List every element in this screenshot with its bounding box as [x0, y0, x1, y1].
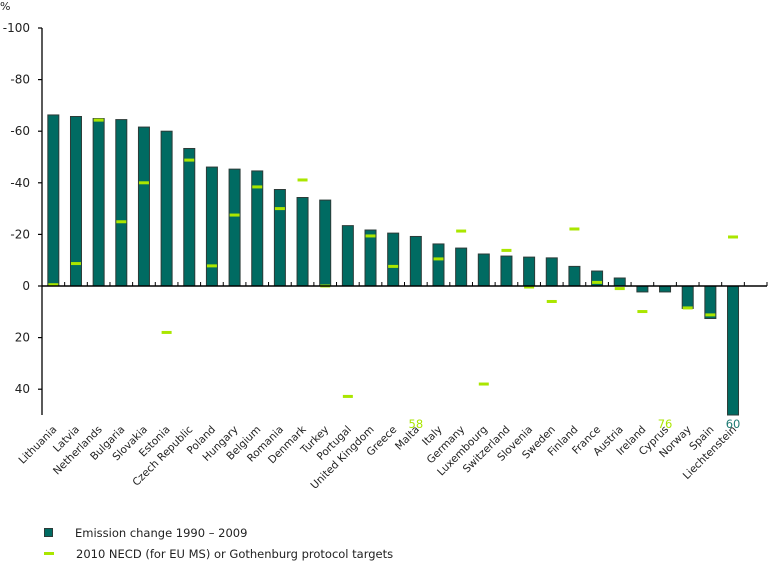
bar: [69, 115, 82, 287]
bar: [636, 285, 649, 293]
bar: [545, 257, 558, 287]
legend-label: 2010 NECD (for EU MS) or Gothenburg prot…: [76, 546, 394, 561]
offscale-value-label: 58: [409, 417, 424, 431]
target-marker: [478, 382, 489, 386]
bar: [432, 243, 445, 287]
bar: [115, 119, 128, 287]
bar: [659, 285, 672, 293]
target-marker: [569, 227, 580, 231]
target-marker: [682, 306, 693, 310]
bar: [477, 253, 490, 287]
bar: [568, 265, 581, 287]
bar: [523, 256, 536, 287]
target-marker: [48, 283, 59, 287]
y-tick-label: 40: [15, 382, 30, 396]
legend-label: Emission change 1990 – 2009: [75, 525, 248, 540]
legend-item-targets: 2010 NECD (for EU MS) or Gothenburg prot…: [44, 543, 393, 564]
bar: [228, 168, 241, 287]
bar: [455, 247, 468, 287]
target-marker: [705, 313, 716, 317]
target-marker: [456, 229, 467, 233]
legend-bar-swatch-icon: [44, 528, 53, 537]
bar: [341, 225, 354, 287]
target-marker: [637, 310, 648, 314]
offscale-annotations: 58 76 60: [409, 417, 741, 431]
target-marker: [546, 299, 557, 303]
bar: [409, 235, 422, 287]
target-marker: [592, 280, 603, 284]
target-marker: [433, 257, 444, 261]
y-tick-label: -60: [10, 124, 30, 138]
target-marker: [161, 330, 172, 334]
target-marker: [342, 394, 353, 398]
bar: [137, 126, 150, 287]
bar: [205, 166, 218, 287]
target-marker: [274, 207, 285, 211]
y-axis-unit-label: %: [0, 0, 10, 13]
target-marker: [728, 235, 739, 239]
category-labels: LithuaniaLatviaNetherlandsBulgariaSlovak…: [17, 423, 740, 492]
bar: [500, 255, 513, 287]
target-marker: [501, 248, 512, 252]
bar: [92, 118, 105, 287]
target-marker: [93, 118, 104, 122]
y-tick-label: 20: [15, 331, 30, 345]
bar: [387, 232, 400, 287]
target-marker: [70, 262, 81, 266]
offscale-value-label: 76: [658, 417, 673, 431]
bar: [681, 285, 694, 309]
y-tick-label: -20: [10, 227, 30, 241]
target-marker: [116, 220, 127, 224]
legend: Emission change 1990 – 2009 2010 NECD (f…: [44, 522, 393, 564]
y-axis: -100 -80 -60 -40 -20 0 20 40: [3, 21, 43, 415]
x-axis: [42, 282, 768, 287]
bar: [613, 277, 626, 287]
bar: [296, 197, 309, 287]
target-marker: [614, 287, 625, 291]
legend-item-emission-change: Emission change 1990 – 2009: [44, 522, 393, 543]
bar: [319, 199, 332, 287]
target-marker: [229, 213, 240, 217]
target-marker: [252, 185, 263, 189]
target-marker: [297, 178, 308, 182]
bar: [364, 229, 377, 287]
emissions-chart: % -100 -80 -60 -40 -20 0 20 40 LithuaniaLatviaN…: [0, 0, 768, 492]
bar: [47, 114, 60, 287]
target-marker: [365, 234, 376, 238]
bar: [160, 130, 173, 287]
y-tick-label: -100: [3, 21, 30, 35]
legend-target-dash-icon: [44, 552, 54, 555]
target-marker: [184, 158, 195, 162]
offscale-value-label: 60: [726, 417, 741, 431]
target-marker: [138, 181, 149, 185]
y-tick-label: -80: [10, 73, 30, 87]
bar: [727, 285, 740, 416]
target-marker: [388, 264, 399, 268]
target-marker: [524, 285, 535, 289]
bar: [183, 147, 196, 287]
y-tick-label: -40: [10, 176, 30, 190]
target-marker: [206, 264, 217, 268]
bar: [273, 189, 286, 287]
y-tick-label: 0: [22, 279, 30, 293]
